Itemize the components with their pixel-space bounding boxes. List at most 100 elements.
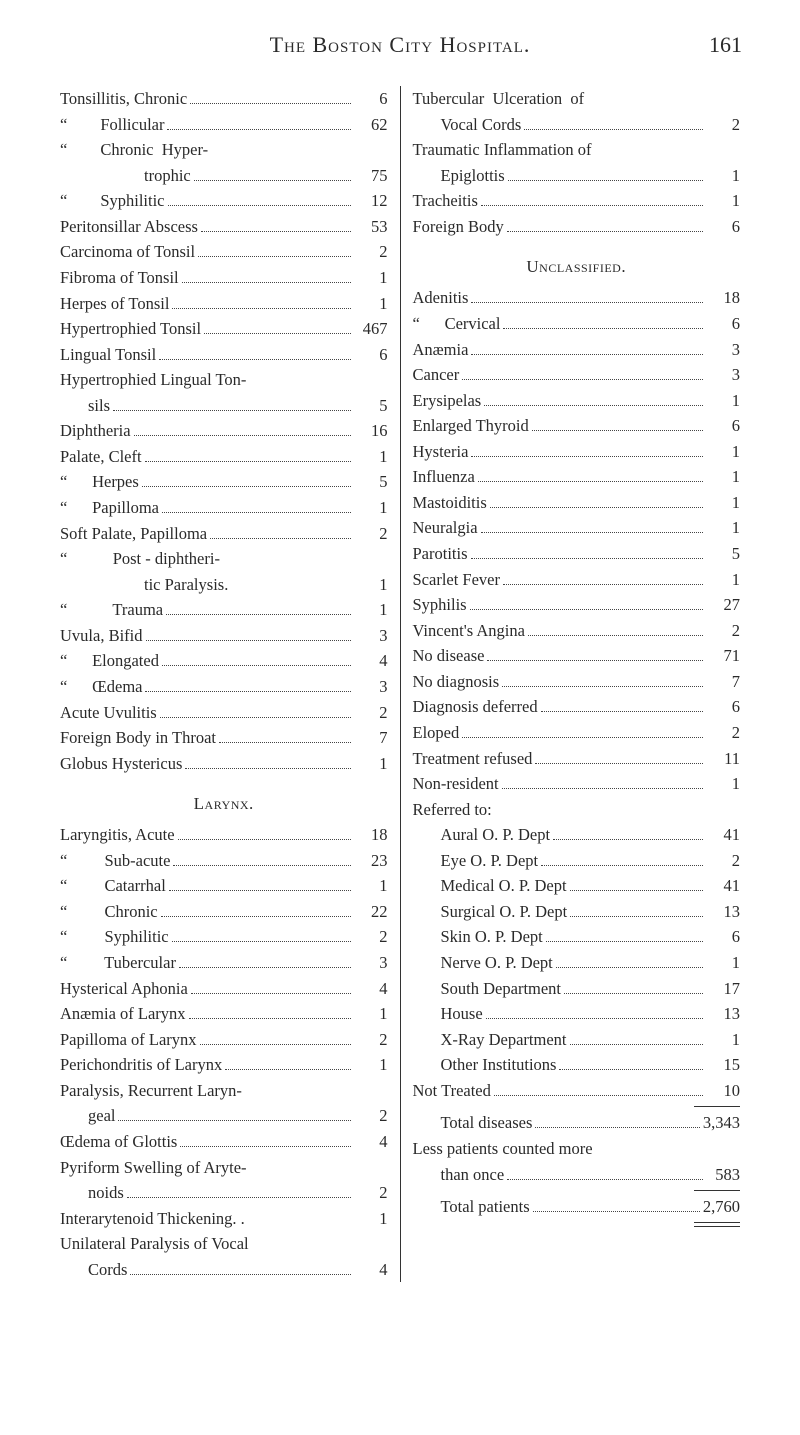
table-row: “ Syphilitic2 [60, 924, 388, 950]
leader-dots [201, 219, 351, 232]
leader-dots [178, 828, 351, 841]
table-row: “ Cervical6 [413, 311, 741, 337]
entry-value: 2 [354, 1103, 388, 1129]
left-column: Tonsillitis, Chronic6“ Follicular62“ Chr… [48, 86, 401, 1282]
entry-label: Foreign Body [413, 214, 504, 240]
leader-dots [462, 368, 703, 381]
leader-dots [191, 981, 351, 994]
page: The Boston City Hospital. 161 Tonsilliti… [0, 0, 800, 1330]
table-row: Hypertrophied Lingual Ton- [60, 367, 388, 393]
table-row: Œdema of Glottis4 [60, 1129, 388, 1155]
entry-value: 18 [354, 822, 388, 848]
entry-value: 1 [354, 1052, 388, 1078]
table-row: Medical O. P. Dept41 [413, 873, 741, 899]
leader-dots [194, 168, 351, 181]
leader-dots [564, 981, 703, 994]
entry-value: 71 [706, 643, 740, 669]
entry-label: Foreign Body in Throat [60, 725, 216, 751]
leader-dots [507, 219, 703, 232]
table-row: noids2 [60, 1180, 388, 1206]
entry-value: 7 [706, 669, 740, 695]
table-row: No disease71 [413, 643, 741, 669]
table-row: House13 [413, 1001, 741, 1027]
entry-value: 1 [706, 439, 740, 465]
entry-label: Cancer [413, 362, 460, 388]
table-row: Diphtheria16 [60, 418, 388, 444]
table-row: Vocal Cords2 [413, 112, 741, 138]
leader-dots [553, 828, 703, 841]
table-row: Globus Hystericus 1 [60, 751, 388, 777]
entry-label: Surgical O. P. Dept [413, 899, 568, 925]
entry-value: 62 [354, 112, 388, 138]
entry-label: Œdema of Glottis [60, 1129, 177, 1155]
table-row: Erysipelas1 [413, 388, 741, 414]
leader-dots [172, 930, 351, 943]
leader-dots [200, 1032, 351, 1045]
table-row: Adenitis18 [413, 285, 741, 311]
leader-dots [507, 1167, 703, 1180]
table-row: Anæmia of Larynx1 [60, 1001, 388, 1027]
table-row: “ Catarrhal1 [60, 873, 388, 899]
table-row: Referred to: [413, 797, 741, 823]
entry-label: “ Elongated [60, 648, 159, 674]
entry-value: 1 [354, 265, 388, 291]
entry-label: geal [60, 1103, 115, 1129]
table-row: Cords4 [60, 1257, 388, 1283]
leader-dots [494, 1083, 703, 1096]
table-row: Eye O. P. Dept2 [413, 848, 741, 874]
entry-value: 1 [706, 464, 740, 490]
leader-dots [470, 598, 703, 611]
entry-value: 1 [354, 291, 388, 317]
leader-dots [142, 475, 351, 488]
leader-dots [145, 449, 351, 462]
entry-label: “ Tubercular [60, 950, 176, 976]
entry-value: 1 [354, 751, 388, 777]
entry-label: “ Chronic [60, 899, 158, 925]
entry-value: 6 [706, 214, 740, 240]
entry-value: 16 [354, 418, 388, 444]
entry-label: “ Chronic Hyper- [60, 137, 208, 163]
leader-dots [486, 1007, 703, 1020]
entry-value: 3 [706, 362, 740, 388]
entry-value: 12 [354, 188, 388, 214]
entry-value: 4 [354, 976, 388, 1002]
leader-dots [471, 291, 703, 304]
leader-dots [118, 1109, 350, 1122]
entry-value: 3 [354, 950, 388, 976]
table-row: Tubercular Ulceration of [413, 86, 741, 112]
entry-label: “ Follicular [60, 112, 164, 138]
entry-label: Not Treated [413, 1078, 491, 1104]
entry-label: Erysipelas [413, 388, 482, 414]
table-row: Unilateral Paralysis of Vocal [60, 1231, 388, 1257]
entry-label: Vincent's Angina [413, 618, 525, 644]
table-row: “ Œdema3 [60, 674, 388, 700]
section-heading: Unclassified. [413, 257, 741, 277]
leader-dots [130, 1262, 350, 1275]
entry-label: Unilateral Paralysis of Vocal [60, 1231, 249, 1257]
entry-label: Hypertrophied Tonsil [60, 316, 201, 342]
table-row: Mastoiditis1 [413, 490, 741, 516]
entry-label: Non-resident [413, 771, 499, 797]
table-row: Perichondritis of Larynx1 [60, 1052, 388, 1078]
table-row: “ Sub-acute23 [60, 848, 388, 874]
leader-dots [481, 194, 703, 207]
entry-label: Cords [60, 1257, 127, 1283]
entry-label: Hypertrophied Lingual Ton- [60, 367, 246, 393]
entry-label: “ Catarrhal [60, 873, 166, 899]
entry-label: than once [413, 1162, 505, 1188]
entry-label: Papilloma of Larynx [60, 1027, 197, 1053]
table-row: Nerve O. P. Dept1 [413, 950, 741, 976]
table-row: Syphilis27 [413, 592, 741, 618]
entry-value: 6 [706, 694, 740, 720]
table-row: geal 2 [60, 1103, 388, 1129]
entry-value: 1 [706, 771, 740, 797]
table-row: Total diseases3,343 [413, 1110, 741, 1136]
entry-label: X-Ray Department [413, 1027, 567, 1053]
leader-dots [487, 649, 703, 662]
table-row: Parotitis5 [413, 541, 741, 567]
table-row: Less patients counted more [413, 1136, 741, 1162]
table-row: Hypertrophied Tonsil467 [60, 316, 388, 342]
entry-label: Globus Hystericus [60, 751, 182, 777]
entry-label: Hysterical Aphonia [60, 976, 188, 1002]
leader-dots [182, 270, 351, 283]
